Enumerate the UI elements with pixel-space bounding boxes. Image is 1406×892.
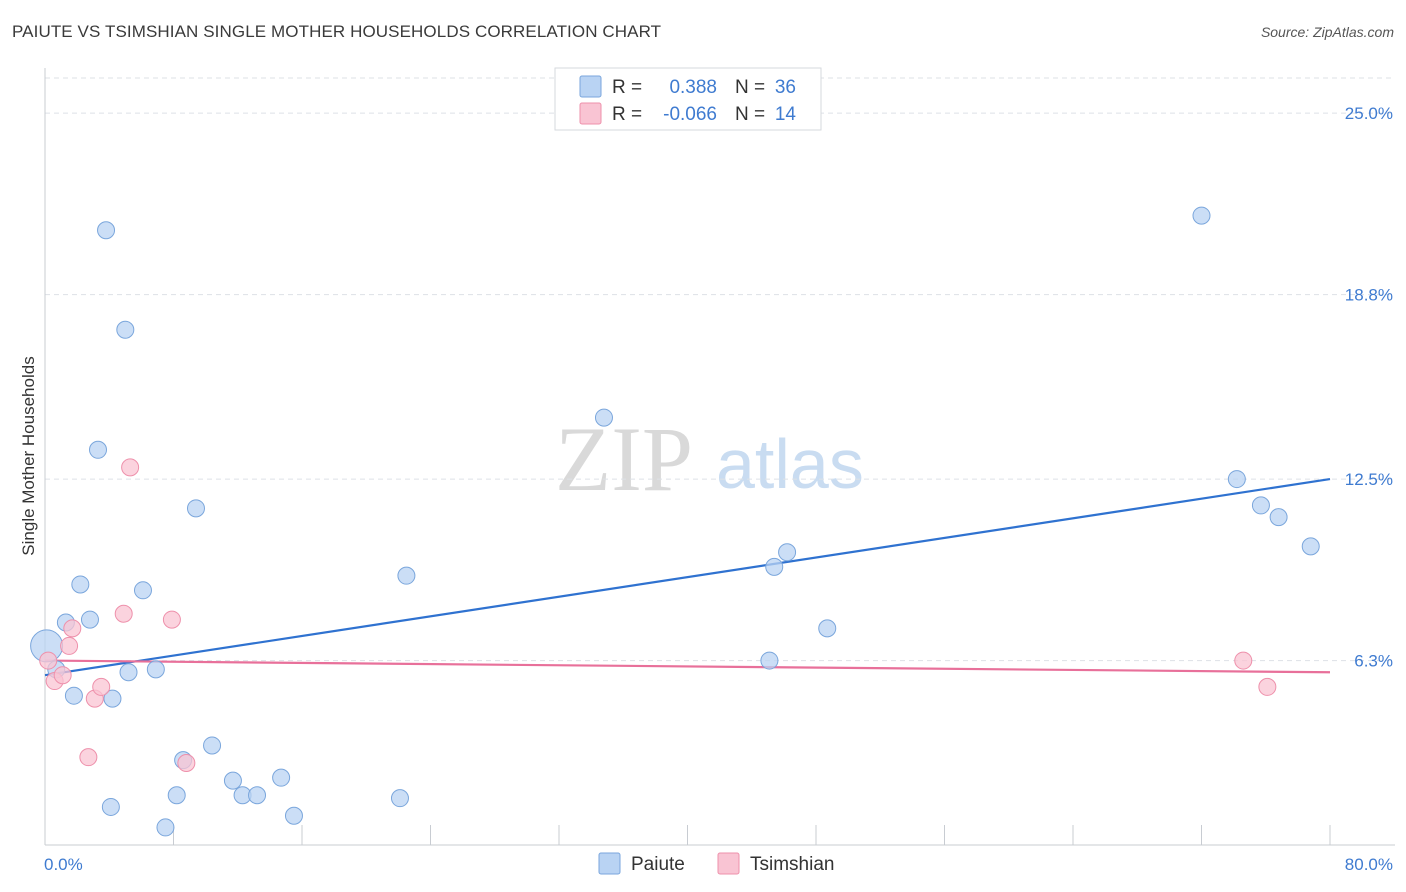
paiute-point [101, 797, 120, 816]
tsimshian-point [79, 748, 98, 767]
paiute-series-swatch [598, 852, 621, 875]
tsimshian-point [39, 651, 58, 670]
paiute-point [818, 619, 837, 638]
paiute-point [760, 651, 779, 670]
tsimshian-r-value: -0.066 [663, 104, 717, 125]
chart-title: PAIUTE VS TSIMSHIAN SINGLE MOTHER HOUSEH… [12, 22, 662, 41]
paiute-point [203, 736, 222, 755]
paiute-point [97, 221, 116, 240]
paiute-point [1251, 496, 1270, 515]
paiute-n-value: 36 [775, 77, 796, 98]
tsimshian-trend-line [44, 659, 1331, 674]
paiute-point [1301, 537, 1320, 556]
paiute-point [103, 689, 122, 708]
paiute-point [390, 789, 409, 808]
paiute-point [89, 440, 108, 459]
paiute-point [119, 663, 138, 682]
paiute-point [765, 557, 784, 576]
tsimshian-point [60, 636, 79, 655]
axes [44, 68, 1395, 846]
y-tick-label: 6.3% [1354, 652, 1393, 671]
paiute-point [272, 768, 291, 787]
y-tick-label: 18.8% [1345, 286, 1393, 305]
paiute-point [146, 660, 165, 679]
paiute-point [223, 771, 242, 790]
paiute-trend-line [44, 477, 1331, 677]
paiute-r-label: R = [612, 77, 642, 98]
paiute-n-label: N = [735, 77, 765, 98]
data-points [30, 206, 1320, 837]
tsimshian-n-value: 14 [775, 104, 797, 125]
tsimshian-series-swatch [717, 852, 740, 875]
paiute-legend-swatch [579, 75, 602, 98]
paiute-point [167, 786, 186, 805]
paiute-point [186, 499, 205, 518]
x-tick-label-min: 0.0% [44, 855, 83, 874]
y-tick-label: 12.5% [1345, 470, 1393, 489]
paiute-point [156, 818, 175, 837]
paiute-point [116, 320, 135, 339]
watermark-zip: ZIP [555, 408, 693, 510]
paiute-point [284, 806, 303, 825]
paiute-point [1269, 508, 1288, 527]
x-tick-label-max: 80.0% [1345, 855, 1393, 874]
paiute-series-label: Paiute [631, 854, 685, 875]
y-tick-label: 25.0% [1345, 104, 1393, 123]
tsimshian-point [1258, 677, 1277, 696]
paiute-point [1192, 206, 1211, 225]
trend-lines [44, 477, 1331, 677]
tsimshian-legend-swatch [579, 102, 602, 125]
paiute-point [778, 543, 797, 562]
paiute-point [248, 786, 267, 805]
paiute-point [133, 581, 152, 600]
tsimshian-point [63, 619, 82, 638]
tsimshian-point [162, 610, 181, 629]
tsimshian-r-label: R = [612, 104, 642, 125]
paiute-point [397, 566, 416, 585]
tsimshian-point [114, 604, 133, 623]
paiute-point [594, 408, 613, 427]
series-legend: Paiute Tsimshian [598, 852, 834, 875]
tick-labels: 6.3% 12.5% 18.8% 25.0% 0.0% 80.0% [44, 104, 1393, 874]
y-axis-title: Single Mother Households [19, 356, 38, 555]
tsimshian-series-label: Tsimshian [750, 854, 834, 875]
watermark-atlas: atlas [716, 425, 864, 503]
tsimshian-point [53, 666, 72, 685]
tsimshian-point [121, 458, 140, 477]
paiute-point [1227, 470, 1246, 489]
tsimshian-point [92, 677, 111, 696]
paiute-point [71, 575, 90, 594]
stats-legend: R = 0.388 N = 36 R = -0.066 N = 14 [554, 67, 822, 131]
tsimshian-point [1234, 651, 1253, 670]
tsimshian-n-label: N = [735, 104, 765, 125]
paiute-r-value: 0.388 [669, 77, 717, 98]
source-credit: Source: ZipAtlas.com [1260, 24, 1394, 40]
paiute-point [64, 686, 83, 705]
paiute-point [80, 610, 99, 629]
tsimshian-point [177, 754, 196, 773]
